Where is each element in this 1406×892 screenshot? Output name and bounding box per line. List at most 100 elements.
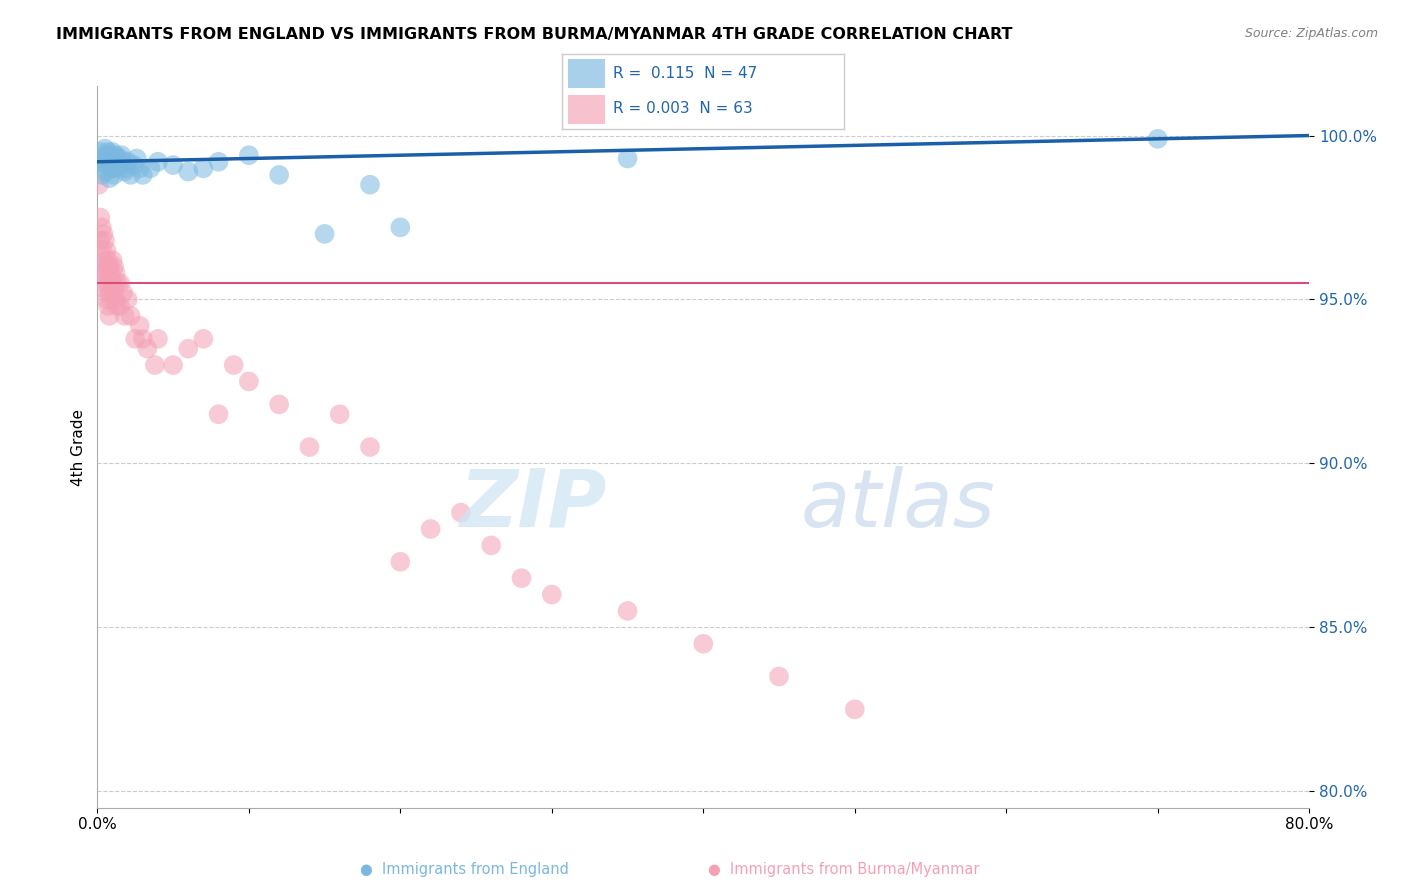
Point: [96, 266, 118, 280]
Point: [108, 152, 131, 166]
Point: [122, 158, 145, 172]
Point: [128, 318, 150, 333]
Point: [510, 571, 533, 585]
Point: [269, 397, 291, 411]
Point: [94, 142, 117, 156]
Point: [104, 154, 127, 169]
Point: [269, 168, 291, 182]
Point: [112, 158, 135, 172]
Point: [87, 178, 110, 192]
Point: [98, 260, 121, 274]
Point: [93, 227, 115, 241]
Text: R =  0.115  N = 47: R = 0.115 N = 47: [613, 67, 758, 81]
Point: [97, 253, 120, 268]
Text: Source: ZipAtlas.com: Source: ZipAtlas.com: [1244, 27, 1378, 40]
Point: [89, 234, 111, 248]
Point: [94, 234, 117, 248]
Point: [139, 161, 162, 176]
Point: [94, 283, 117, 297]
Point: [115, 161, 138, 176]
Point: [146, 332, 169, 346]
Point: [359, 178, 381, 192]
Point: [125, 152, 148, 166]
Point: [90, 154, 112, 169]
Point: [100, 148, 122, 162]
Point: [128, 161, 150, 176]
Point: [692, 637, 714, 651]
Point: [359, 440, 381, 454]
Point: [98, 152, 121, 166]
Point: [108, 276, 131, 290]
Point: [101, 161, 124, 176]
Point: [103, 168, 125, 182]
Point: [1146, 132, 1168, 146]
Bar: [568, 95, 605, 124]
Point: [98, 309, 121, 323]
Point: [93, 152, 115, 166]
Text: IMMIGRANTS FROM ENGLAND VS IMMIGRANTS FROM BURMA/MYANMAR 4TH GRADE CORRELATION C: IMMIGRANTS FROM ENGLAND VS IMMIGRANTS FR…: [56, 27, 1012, 42]
Point: [238, 375, 260, 389]
Point: [105, 152, 128, 166]
Point: [768, 669, 790, 683]
Point: [98, 285, 121, 300]
Point: [389, 220, 412, 235]
Point: [329, 407, 352, 421]
Point: [93, 253, 115, 268]
Point: [103, 260, 125, 274]
Point: [177, 164, 200, 178]
Point: [207, 407, 229, 421]
Point: [104, 266, 127, 280]
Point: [207, 154, 229, 169]
Point: [117, 293, 139, 307]
Point: [117, 154, 139, 169]
Point: [193, 332, 215, 346]
Point: [104, 293, 127, 307]
Point: [120, 309, 142, 323]
Point: [105, 299, 128, 313]
Point: [101, 276, 124, 290]
Point: [162, 158, 184, 172]
Point: [93, 276, 115, 290]
Point: [90, 266, 112, 280]
Point: [97, 299, 120, 313]
Point: [89, 211, 111, 225]
Point: [97, 145, 120, 159]
Point: [90, 168, 112, 182]
Point: [100, 293, 122, 307]
Point: [96, 293, 118, 307]
Point: [105, 161, 128, 176]
Point: [101, 145, 124, 159]
Text: ZIP: ZIP: [458, 466, 606, 544]
Point: [450, 506, 472, 520]
Point: [101, 253, 124, 268]
Y-axis label: 4th Grade: 4th Grade: [72, 409, 86, 485]
Point: [124, 332, 146, 346]
Point: [389, 555, 412, 569]
Point: [222, 358, 245, 372]
Point: [90, 244, 112, 258]
Point: [94, 260, 117, 274]
Point: [110, 148, 132, 162]
Point: [120, 168, 142, 182]
Point: [143, 358, 166, 372]
Point: [94, 158, 117, 172]
Point: [479, 538, 502, 552]
Point: [540, 588, 562, 602]
Point: [98, 171, 121, 186]
Point: [108, 299, 131, 313]
Point: [136, 342, 159, 356]
Point: [89, 145, 111, 159]
Point: [100, 266, 122, 280]
Point: [100, 158, 122, 172]
Point: [107, 154, 129, 169]
Bar: [568, 59, 605, 87]
Point: [314, 227, 336, 241]
Point: [616, 152, 638, 166]
Text: R = 0.003  N = 63: R = 0.003 N = 63: [613, 102, 752, 116]
Point: [193, 161, 215, 176]
Point: [162, 358, 184, 372]
Point: [96, 244, 118, 258]
Text: ●  Immigrants from Burma/Myanmar: ● Immigrants from Burma/Myanmar: [707, 863, 980, 877]
Point: [616, 604, 638, 618]
Point: [103, 152, 125, 166]
